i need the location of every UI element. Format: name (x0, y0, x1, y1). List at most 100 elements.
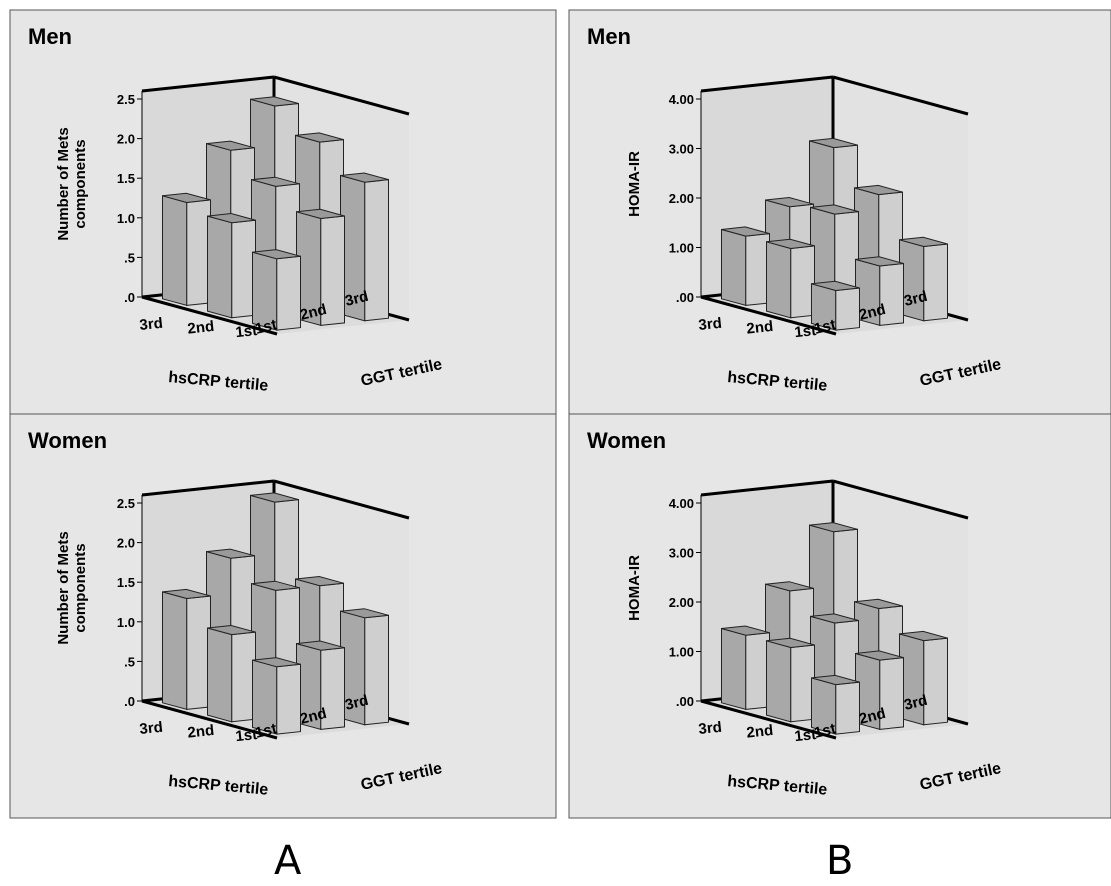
bar-front-face (835, 681, 860, 735)
bar-top-face (854, 598, 903, 610)
bar-front-face (276, 663, 301, 735)
hsCRP-tick-label: 1st (794, 322, 817, 341)
panel-label-a: A (274, 838, 302, 884)
bar-3rd-3rd (252, 249, 301, 331)
GGT-tick-label: 3rd (343, 692, 370, 714)
bar-top-face (765, 581, 814, 592)
bar-top-face (765, 196, 814, 208)
bar-2nd-3rd (855, 256, 904, 327)
y-tick-label: .00 (676, 290, 694, 305)
y-axis-title: Number of Metscomponents (55, 127, 89, 240)
bar-3rd-3rd (252, 657, 301, 735)
wall-top-edge-left (700, 75, 834, 93)
bar-top-face (721, 625, 770, 636)
bar-side-face (766, 241, 792, 319)
chart-panel-2: .00 1.00 2.00 3.00 4.00 HOMA-IR Men 3rd 2nd 1st1s… (568, 9, 1111, 415)
GGT-tick-label: 2nd (298, 705, 328, 728)
bar-top-face (854, 184, 903, 196)
y-axis-title: HOMA-IR (626, 151, 643, 217)
bar-2nd-3rd (296, 208, 345, 327)
bar-top-face (809, 522, 858, 533)
y-tick-label: 2.5 (117, 496, 135, 511)
bar-2nd-3rd (296, 640, 345, 731)
bar-top-face (340, 172, 389, 183)
hsCRP-tick-label: 3rd (698, 719, 723, 738)
GGT-tick-label: 3rd (902, 692, 929, 714)
GGT-tick-label: 2nd (298, 301, 328, 324)
y-tick-label: .0 (124, 290, 135, 305)
floor-edge-front (700, 295, 837, 336)
bar-front-face (923, 637, 948, 726)
bar-1st-3rd (340, 172, 389, 322)
hsCRP-tick-label: 2nd (187, 722, 215, 742)
y-tick-label: 2.0 (117, 132, 135, 147)
bar-3rd-2nd (207, 212, 256, 319)
bar-top-face (206, 140, 255, 151)
bar-3rd-2nd (766, 637, 815, 723)
hsCRP-tick-label: 1st (235, 726, 258, 745)
wall-top-edge-right (273, 75, 410, 116)
GGT-tick-label: 1st (253, 720, 278, 742)
chart-title: Women (587, 428, 666, 453)
chart-panel-1: .0 .5 1.0 1.5 2.0 2.5 Number of Metscomponents… (9, 9, 557, 415)
y-tick-label: 3.00 (669, 546, 694, 561)
bar-top-face (766, 637, 815, 649)
bar-top-face (899, 236, 948, 248)
bar-2nd-3rd (855, 650, 904, 731)
bar-front-face (186, 595, 211, 710)
bar-front-face (186, 199, 211, 306)
chart-title: Men (587, 24, 631, 49)
bar-3rd-3rd (811, 280, 860, 331)
bar-top-face (766, 238, 815, 250)
GGT-tick-label: 2nd (857, 301, 887, 324)
y-tick-label: 2.00 (669, 191, 694, 206)
bar-front-face (923, 243, 948, 322)
bar-top-face (162, 192, 211, 204)
bar-front-face (745, 233, 770, 306)
bar-top-face (251, 176, 300, 187)
bar-top-face (340, 608, 389, 619)
bar-top-face (207, 212, 256, 224)
hsCRP-tick-label: 3rd (698, 315, 723, 334)
y-tick-label: .5 (124, 654, 135, 669)
bar-3rd-3rd (811, 674, 860, 735)
bar-top-face (295, 132, 344, 143)
y-axis-title: Number of Metscomponents (55, 531, 89, 644)
y-tick-label: 1.5 (117, 171, 135, 186)
bar-1st-3rd (899, 236, 948, 322)
bar-top-face (250, 96, 299, 107)
bar-3rd-1st (162, 588, 211, 711)
bar-top-face (252, 657, 301, 668)
y-tick-label: .00 (676, 694, 694, 709)
bar-front-face (790, 644, 815, 723)
bar-top-face (295, 575, 344, 587)
bar-front-face (231, 631, 256, 723)
y-tick-label: 1.5 (117, 575, 135, 590)
bar-3rd-2nd (766, 238, 815, 319)
hsCRP-tick-label: 3rd (139, 719, 164, 738)
y-axis-title-line: HOMA-IR (626, 555, 643, 621)
bar-1st-3rd (899, 630, 948, 726)
y-tick-label: 2.0 (117, 536, 135, 551)
floor-edge-front (141, 699, 278, 740)
hsCRP-tick-label: 2nd (746, 318, 774, 338)
bar-top-face (811, 280, 860, 292)
y-tick-label: 3.00 (669, 142, 694, 157)
GGT-tick-label: 1st (812, 720, 837, 742)
bar-3rd-1st (721, 226, 770, 307)
bar-side-face (766, 640, 792, 723)
bar-front-face (276, 255, 301, 331)
bar-3rd-1st (721, 625, 770, 711)
bar-top-face (252, 249, 301, 260)
bar-side-face (162, 195, 188, 307)
y-tick-label: .5 (124, 250, 135, 265)
bar-top-face (855, 256, 904, 267)
floor-edge-front (141, 295, 278, 336)
bar-top-face (721, 226, 770, 237)
bar-top-face (810, 613, 859, 624)
bar-side-face (721, 228, 747, 307)
bar-1st-3rd (340, 608, 389, 726)
bar-front-face (745, 632, 770, 710)
bar-top-face (855, 650, 904, 661)
